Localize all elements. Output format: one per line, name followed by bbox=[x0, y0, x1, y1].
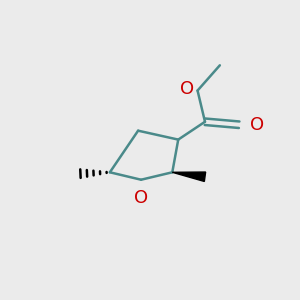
Polygon shape bbox=[172, 172, 206, 182]
Text: O: O bbox=[180, 80, 194, 98]
Text: O: O bbox=[134, 189, 148, 207]
Text: O: O bbox=[250, 116, 265, 134]
